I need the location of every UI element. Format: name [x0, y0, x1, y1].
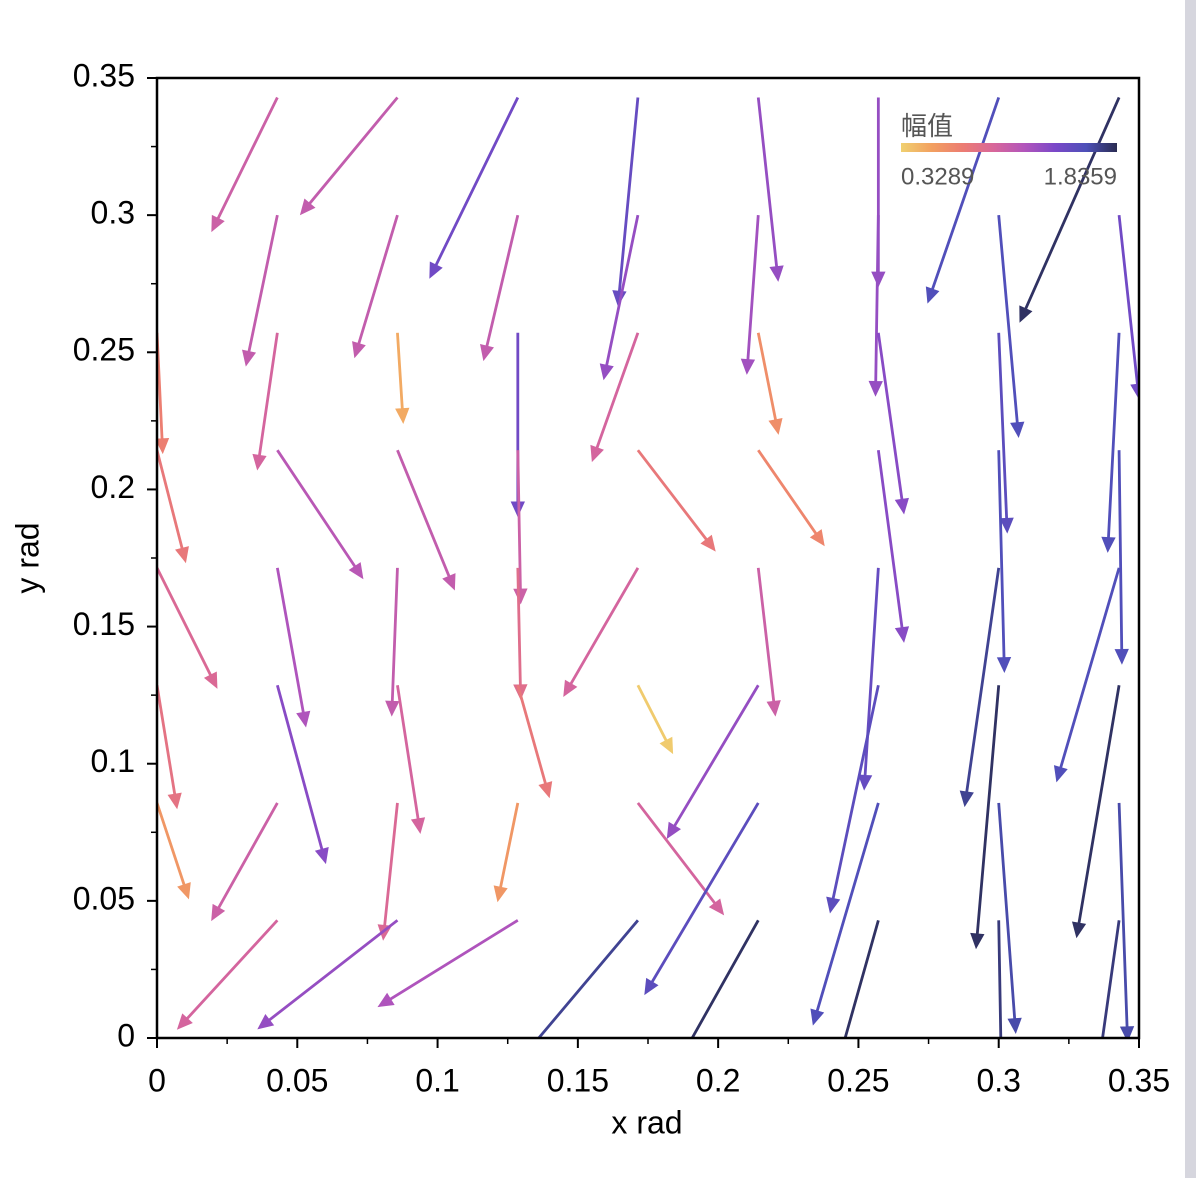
arrow: [395, 332, 410, 424]
y-tick-label: 0.15: [73, 606, 135, 642]
arrow: [997, 332, 1014, 534]
arrow: [396, 449, 456, 591]
arrow: [352, 214, 399, 359]
arrow: [257, 919, 399, 1030]
x-tick-label: 0.25: [827, 1062, 889, 1098]
arrow: [636, 684, 674, 755]
arrow: [157, 685, 182, 810]
arrow: [1101, 332, 1121, 553]
arrow: [157, 567, 218, 689]
arrow: [377, 802, 399, 941]
x-tick-label: 0.35: [1108, 1062, 1170, 1098]
arrow: [756, 567, 781, 717]
y-tick-label: 0.3: [91, 195, 135, 231]
arrow: [211, 802, 279, 922]
x-tick-label: 0.1: [415, 1062, 459, 1098]
arrow: [276, 449, 364, 580]
arrow: [959, 567, 1001, 808]
arrow: [826, 684, 880, 914]
arrow: [756, 97, 784, 282]
x-axis-label: x rad: [611, 1104, 682, 1140]
x-tick-label: 0: [148, 1062, 166, 1098]
arrow: [429, 96, 520, 279]
arrow: [997, 920, 1003, 1038]
x-tick-label: 0.15: [547, 1062, 609, 1098]
colorbar-tick-label: 1.8359: [1044, 163, 1117, 190]
arrow: [299, 96, 399, 216]
arrow: [876, 450, 910, 643]
arrow: [666, 684, 760, 840]
arrow: [396, 685, 426, 834]
arrow: [157, 449, 189, 564]
arrow: [843, 919, 880, 1038]
arrow: [756, 332, 783, 435]
arrow: [157, 802, 191, 900]
y-tick-label: 0.2: [91, 469, 135, 505]
arrow: [276, 684, 329, 865]
arrow: [176, 919, 279, 1030]
arrow: [480, 214, 520, 362]
y-tick-label: 0.1: [91, 743, 135, 779]
y-tick-label: 0.05: [73, 880, 135, 916]
y-tick-label: 0: [117, 1017, 135, 1053]
arrow: [644, 802, 760, 996]
y-axis-label: y rad: [9, 522, 45, 593]
arrow: [1053, 567, 1121, 783]
arrow: [757, 449, 825, 547]
colorbar: [901, 143, 1117, 152]
x-tick-label: 0.05: [266, 1062, 328, 1098]
y-tick-label: 0.35: [73, 57, 135, 93]
arrow: [636, 449, 716, 552]
arrow: [536, 919, 639, 1038]
arrow: [1114, 450, 1129, 665]
arrow: [997, 215, 1025, 438]
arrow: [876, 332, 909, 515]
arrow: [563, 567, 640, 697]
arrow: [493, 802, 520, 903]
arrow: [377, 919, 519, 1008]
arrow: [242, 214, 279, 367]
arrow: [599, 214, 640, 381]
arrow: [211, 96, 279, 233]
arrow: [690, 919, 760, 1038]
arrow: [868, 215, 883, 397]
arrow: [925, 97, 1001, 304]
arrow: [810, 802, 880, 1026]
scrollbar: [1185, 0, 1196, 1178]
arrow: [157, 332, 170, 455]
arrow: [1101, 920, 1121, 1038]
y-tick-label: 0.25: [73, 332, 135, 368]
arrow: [1117, 214, 1139, 400]
colorbar-tick-label: 0.3289: [901, 163, 974, 190]
arrow: [997, 802, 1022, 1034]
arrow: [252, 332, 279, 471]
arrow: [275, 567, 311, 728]
plot-frame: [155, 76, 1141, 1040]
x-tick-label: 0.2: [696, 1062, 740, 1098]
colorbar-title: 幅值: [901, 111, 953, 141]
arrow: [636, 802, 725, 916]
arrow: [740, 215, 760, 375]
arrow: [516, 684, 553, 799]
arrow: [590, 332, 640, 463]
arrow: [996, 450, 1012, 674]
arrow: [1071, 685, 1121, 939]
arrows: [157, 96, 1139, 1038]
arrow: [385, 567, 400, 717]
x-tick-label: 0.3: [976, 1062, 1020, 1098]
arrow: [513, 567, 528, 701]
arrow: [970, 685, 1001, 950]
arrow: [1117, 802, 1135, 1038]
arrow: [1019, 96, 1121, 323]
